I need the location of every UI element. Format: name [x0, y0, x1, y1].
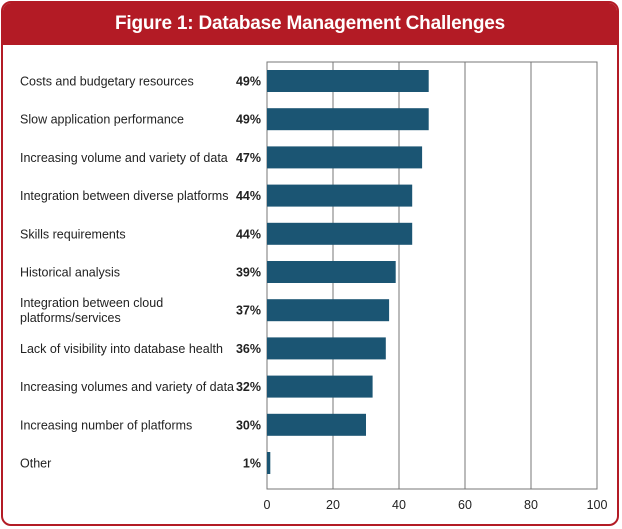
value-label: 30%: [236, 418, 261, 432]
bar: [267, 70, 429, 92]
category-label: Slow application performance: [20, 113, 184, 127]
bars: [267, 70, 429, 474]
chart-title: Figure 1: Database Management Challenges: [3, 3, 617, 45]
category-labels: Costs and budgetary resources Slow applic…: [20, 75, 234, 471]
x-tick-label: 0: [264, 498, 271, 512]
bar: [267, 184, 413, 207]
category-label: Increasing volumes and variety of data: [20, 380, 234, 394]
category-label: Increasing volume and variety of data: [20, 151, 228, 165]
category-label: Other: [20, 457, 51, 471]
category-label: Lack of visibility into database health: [20, 342, 223, 356]
value-label: 44%: [236, 227, 261, 241]
x-tick-label: 100: [587, 498, 608, 512]
value-label: 49%: [236, 113, 261, 127]
category-label: Integration between diverse platforms: [20, 189, 228, 203]
bar: [267, 337, 386, 360]
category-label: Integration between cloud platforms/servi…: [20, 296, 163, 325]
bar: [267, 222, 413, 245]
x-tick-label: 20: [326, 498, 340, 512]
bar: [267, 413, 366, 436]
category-label: Increasing number of platforms: [20, 418, 192, 432]
x-axis-ticks: 0 20 40 60 80 100: [264, 498, 608, 512]
value-label: 47%: [236, 151, 261, 165]
bar: [267, 108, 429, 131]
bar: [267, 299, 390, 322]
x-tick-label: 60: [458, 498, 472, 512]
value-label: 32%: [236, 380, 261, 394]
value-label: 37%: [236, 304, 261, 318]
bar: [267, 146, 423, 169]
value-label: 39%: [236, 266, 261, 280]
category-label: Skills requirements: [20, 227, 126, 241]
category-label: Costs and budgetary resources: [20, 75, 194, 89]
x-tick-label: 80: [524, 498, 538, 512]
bar: [267, 375, 373, 398]
value-labels: 49% 49% 47% 44% 44% 39% 37% 36% 32% 30% 1%: [236, 75, 261, 471]
bar: [267, 452, 271, 474]
value-label: 44%: [236, 189, 261, 203]
value-label: 49%: [236, 75, 261, 89]
category-label: Historical analysis: [20, 266, 120, 280]
value-label: 1%: [243, 457, 261, 471]
x-tick-label: 40: [392, 498, 406, 512]
bar: [267, 261, 396, 283]
bar-chart: Costs and budgetary resources Slow applic…: [20, 61, 608, 512]
value-label: 36%: [236, 342, 261, 356]
